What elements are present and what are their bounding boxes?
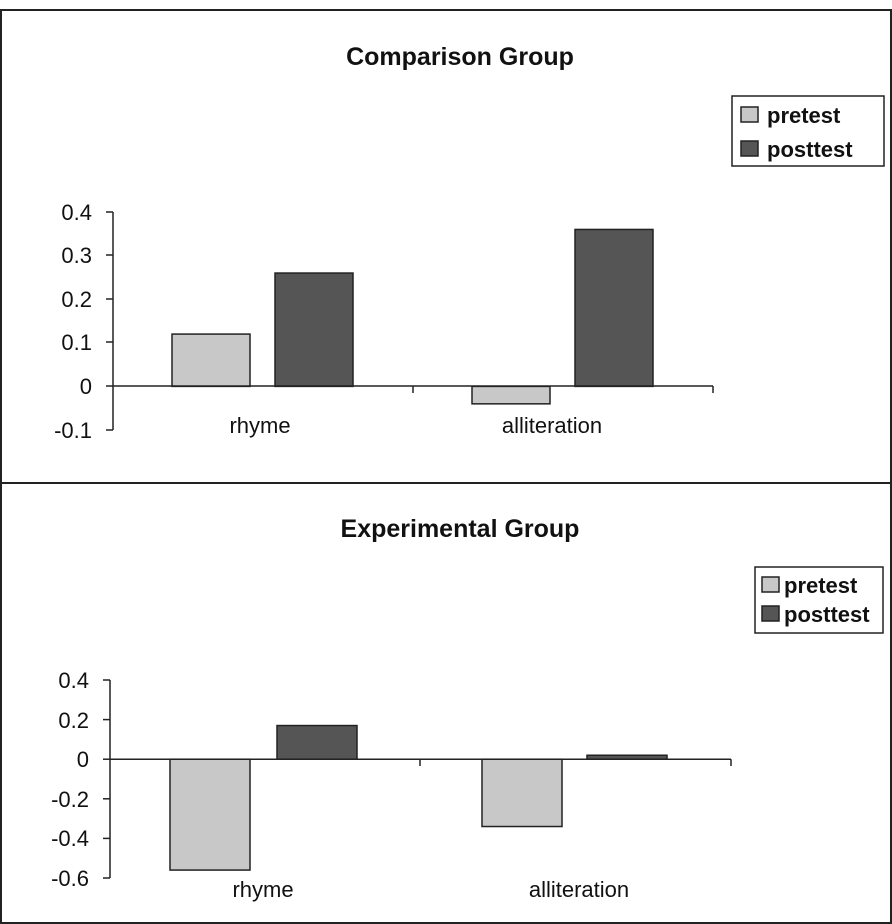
y-axis: 0.4 0.2 0 -0.2 -0.4 -0.6 — [51, 668, 111, 891]
bars — [171, 228, 654, 405]
y-tick-label: 0 — [77, 747, 89, 772]
legend-swatch-posttest — [761, 605, 780, 622]
x-tick-label: alliteration — [529, 877, 629, 902]
x-tick-label: rhyme — [229, 413, 290, 438]
y-axis: 0.4 0.3 0.2 0.1 0 -0.1 — [54, 200, 114, 443]
y-tick-label: -0.2 — [51, 787, 89, 812]
bars — [169, 724, 668, 871]
x-tick-label: alliteration — [502, 413, 602, 438]
x-axis: rhyme alliteration — [110, 758, 732, 902]
bar-rhyme-pretest — [169, 758, 251, 871]
legend-label-pretest: pretest — [767, 103, 841, 128]
comparison-group-chart: Comparison Group 0.4 0.3 0.2 0.1 0 -0.1 — [54, 43, 885, 443]
bar-alliteration-pretest — [471, 385, 551, 405]
x-axis: rhyme alliteration — [113, 385, 714, 438]
legend-label-posttest: posttest — [767, 137, 853, 162]
legend: pretest posttest — [731, 95, 885, 167]
y-tick-label: 0 — [80, 374, 92, 399]
y-tick-label: 0.2 — [61, 287, 92, 312]
legend: pretest posttest — [754, 566, 884, 634]
y-tick-label: -0.4 — [51, 826, 89, 851]
bar-alliteration-posttest — [574, 228, 654, 388]
x-tick-label: rhyme — [232, 877, 293, 902]
panel-frame-comparison — [0, 9, 892, 484]
legend-swatch-pretest — [740, 106, 759, 123]
legend-label-pretest: pretest — [784, 573, 858, 598]
legend-swatch-pretest — [761, 576, 780, 593]
chart-title: Experimental Group — [341, 515, 580, 543]
y-tick-label: -0.1 — [54, 418, 92, 443]
y-tick-label: -0.6 — [51, 866, 89, 891]
y-tick-label: 0.2 — [58, 708, 89, 733]
y-tick-label: 0.3 — [61, 243, 92, 268]
bar-rhyme-pretest — [171, 333, 251, 388]
y-tick-label: 0.4 — [61, 200, 92, 225]
legend-swatch-posttest — [740, 140, 759, 157]
chart-title: Comparison Group — [346, 43, 574, 71]
y-tick-label: 0.4 — [58, 668, 89, 693]
bar-rhyme-posttest — [276, 724, 358, 760]
panel-frame-experimental — [0, 482, 892, 924]
y-tick-label: 0.1 — [61, 330, 92, 355]
experimental-group-chart: Experimental Group 0.4 0.2 0 -0.2 -0.4 -… — [51, 515, 884, 902]
legend-label-posttest: posttest — [784, 602, 870, 627]
bar-rhyme-posttest — [274, 272, 354, 388]
bar-alliteration-pretest — [481, 758, 563, 828]
